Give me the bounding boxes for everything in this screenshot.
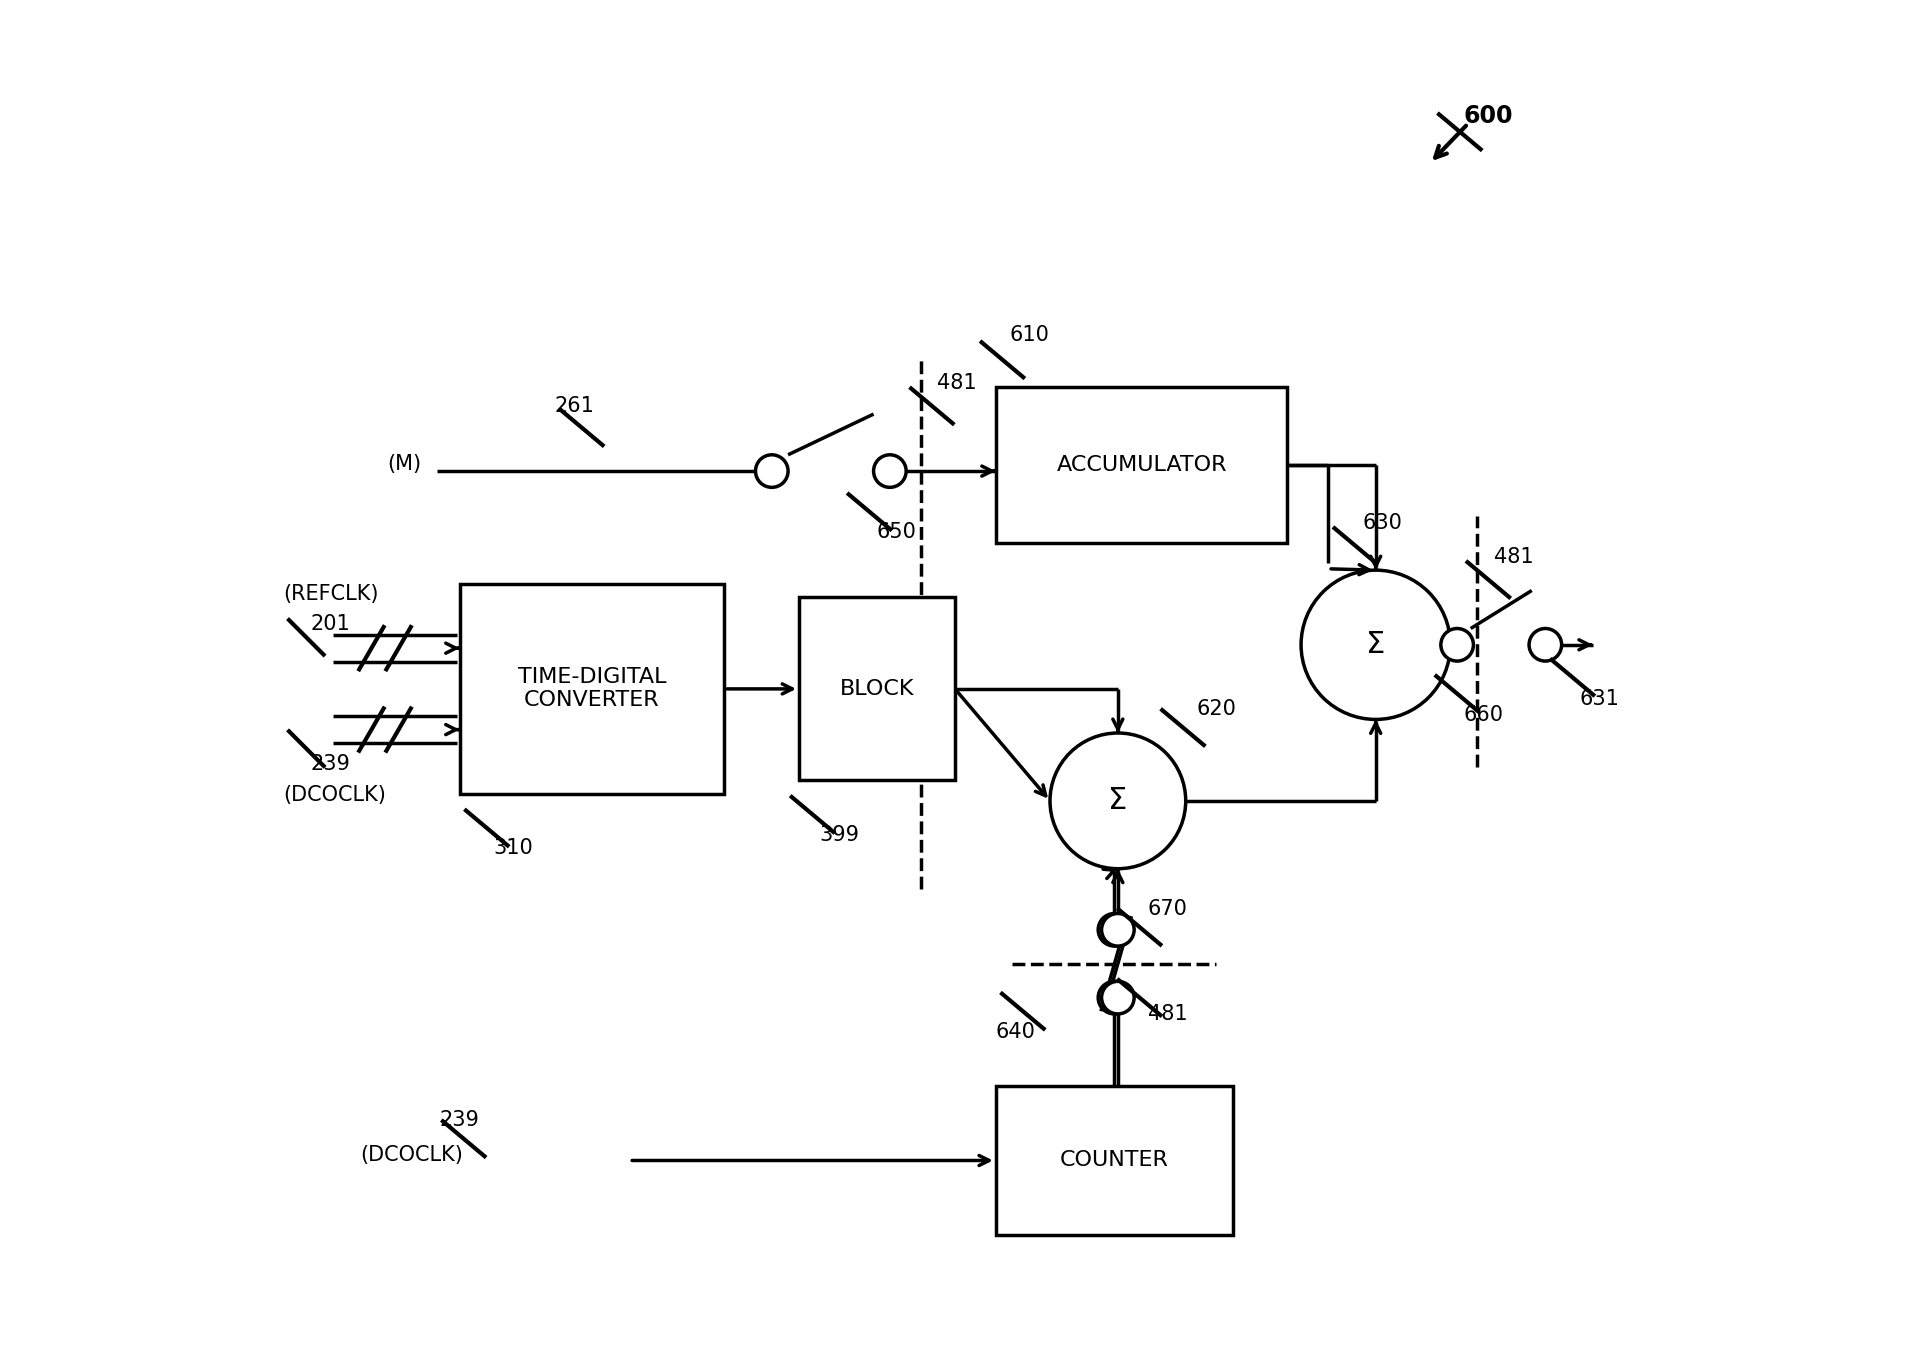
Text: 670: 670	[1148, 899, 1188, 920]
Text: (DCOCLK): (DCOCLK)	[283, 784, 386, 805]
Bar	[995, 1086, 1234, 1235]
Text: 631: 631	[1580, 690, 1620, 709]
Text: (DCOCLK): (DCOCLK)	[361, 1145, 464, 1165]
Circle shape	[1440, 628, 1473, 661]
Text: 640: 640	[995, 1021, 1035, 1042]
Text: 201: 201	[309, 614, 350, 633]
Bar	[798, 598, 955, 780]
Text: 239: 239	[309, 754, 350, 773]
Text: 239: 239	[439, 1109, 479, 1130]
Bar	[995, 387, 1287, 543]
Text: 630: 630	[1362, 513, 1402, 533]
Text: 399: 399	[819, 825, 860, 845]
Text: 261: 261	[554, 396, 594, 415]
Circle shape	[1098, 913, 1131, 946]
Circle shape	[756, 455, 789, 487]
Text: (M): (M)	[388, 454, 422, 474]
Text: Σ: Σ	[1366, 631, 1385, 659]
Text: 650: 650	[877, 522, 917, 542]
Bar	[460, 584, 724, 794]
Circle shape	[1530, 628, 1562, 661]
Text: 481: 481	[938, 373, 978, 393]
Text: 481: 481	[1148, 1004, 1188, 1024]
Text: 620: 620	[1196, 699, 1236, 718]
Text: Σ: Σ	[1108, 787, 1127, 816]
Text: TIME-DIGITAL
CONVERTER: TIME-DIGITAL CONVERTER	[518, 668, 667, 710]
Text: 610: 610	[1008, 325, 1049, 345]
Text: BLOCK: BLOCK	[840, 679, 915, 699]
Circle shape	[1102, 913, 1135, 946]
Circle shape	[1102, 982, 1135, 1015]
Circle shape	[873, 455, 905, 487]
Text: 481: 481	[1494, 547, 1534, 566]
Text: ACCUMULATOR: ACCUMULATOR	[1056, 455, 1226, 474]
Text: (REFCLK): (REFCLK)	[283, 584, 378, 603]
Text: 660: 660	[1463, 705, 1503, 725]
Circle shape	[1301, 570, 1450, 720]
Text: 600: 600	[1463, 104, 1513, 128]
Circle shape	[1098, 982, 1131, 1015]
Text: COUNTER: COUNTER	[1060, 1150, 1169, 1171]
Circle shape	[1050, 733, 1186, 869]
Text: 310: 310	[493, 838, 533, 858]
